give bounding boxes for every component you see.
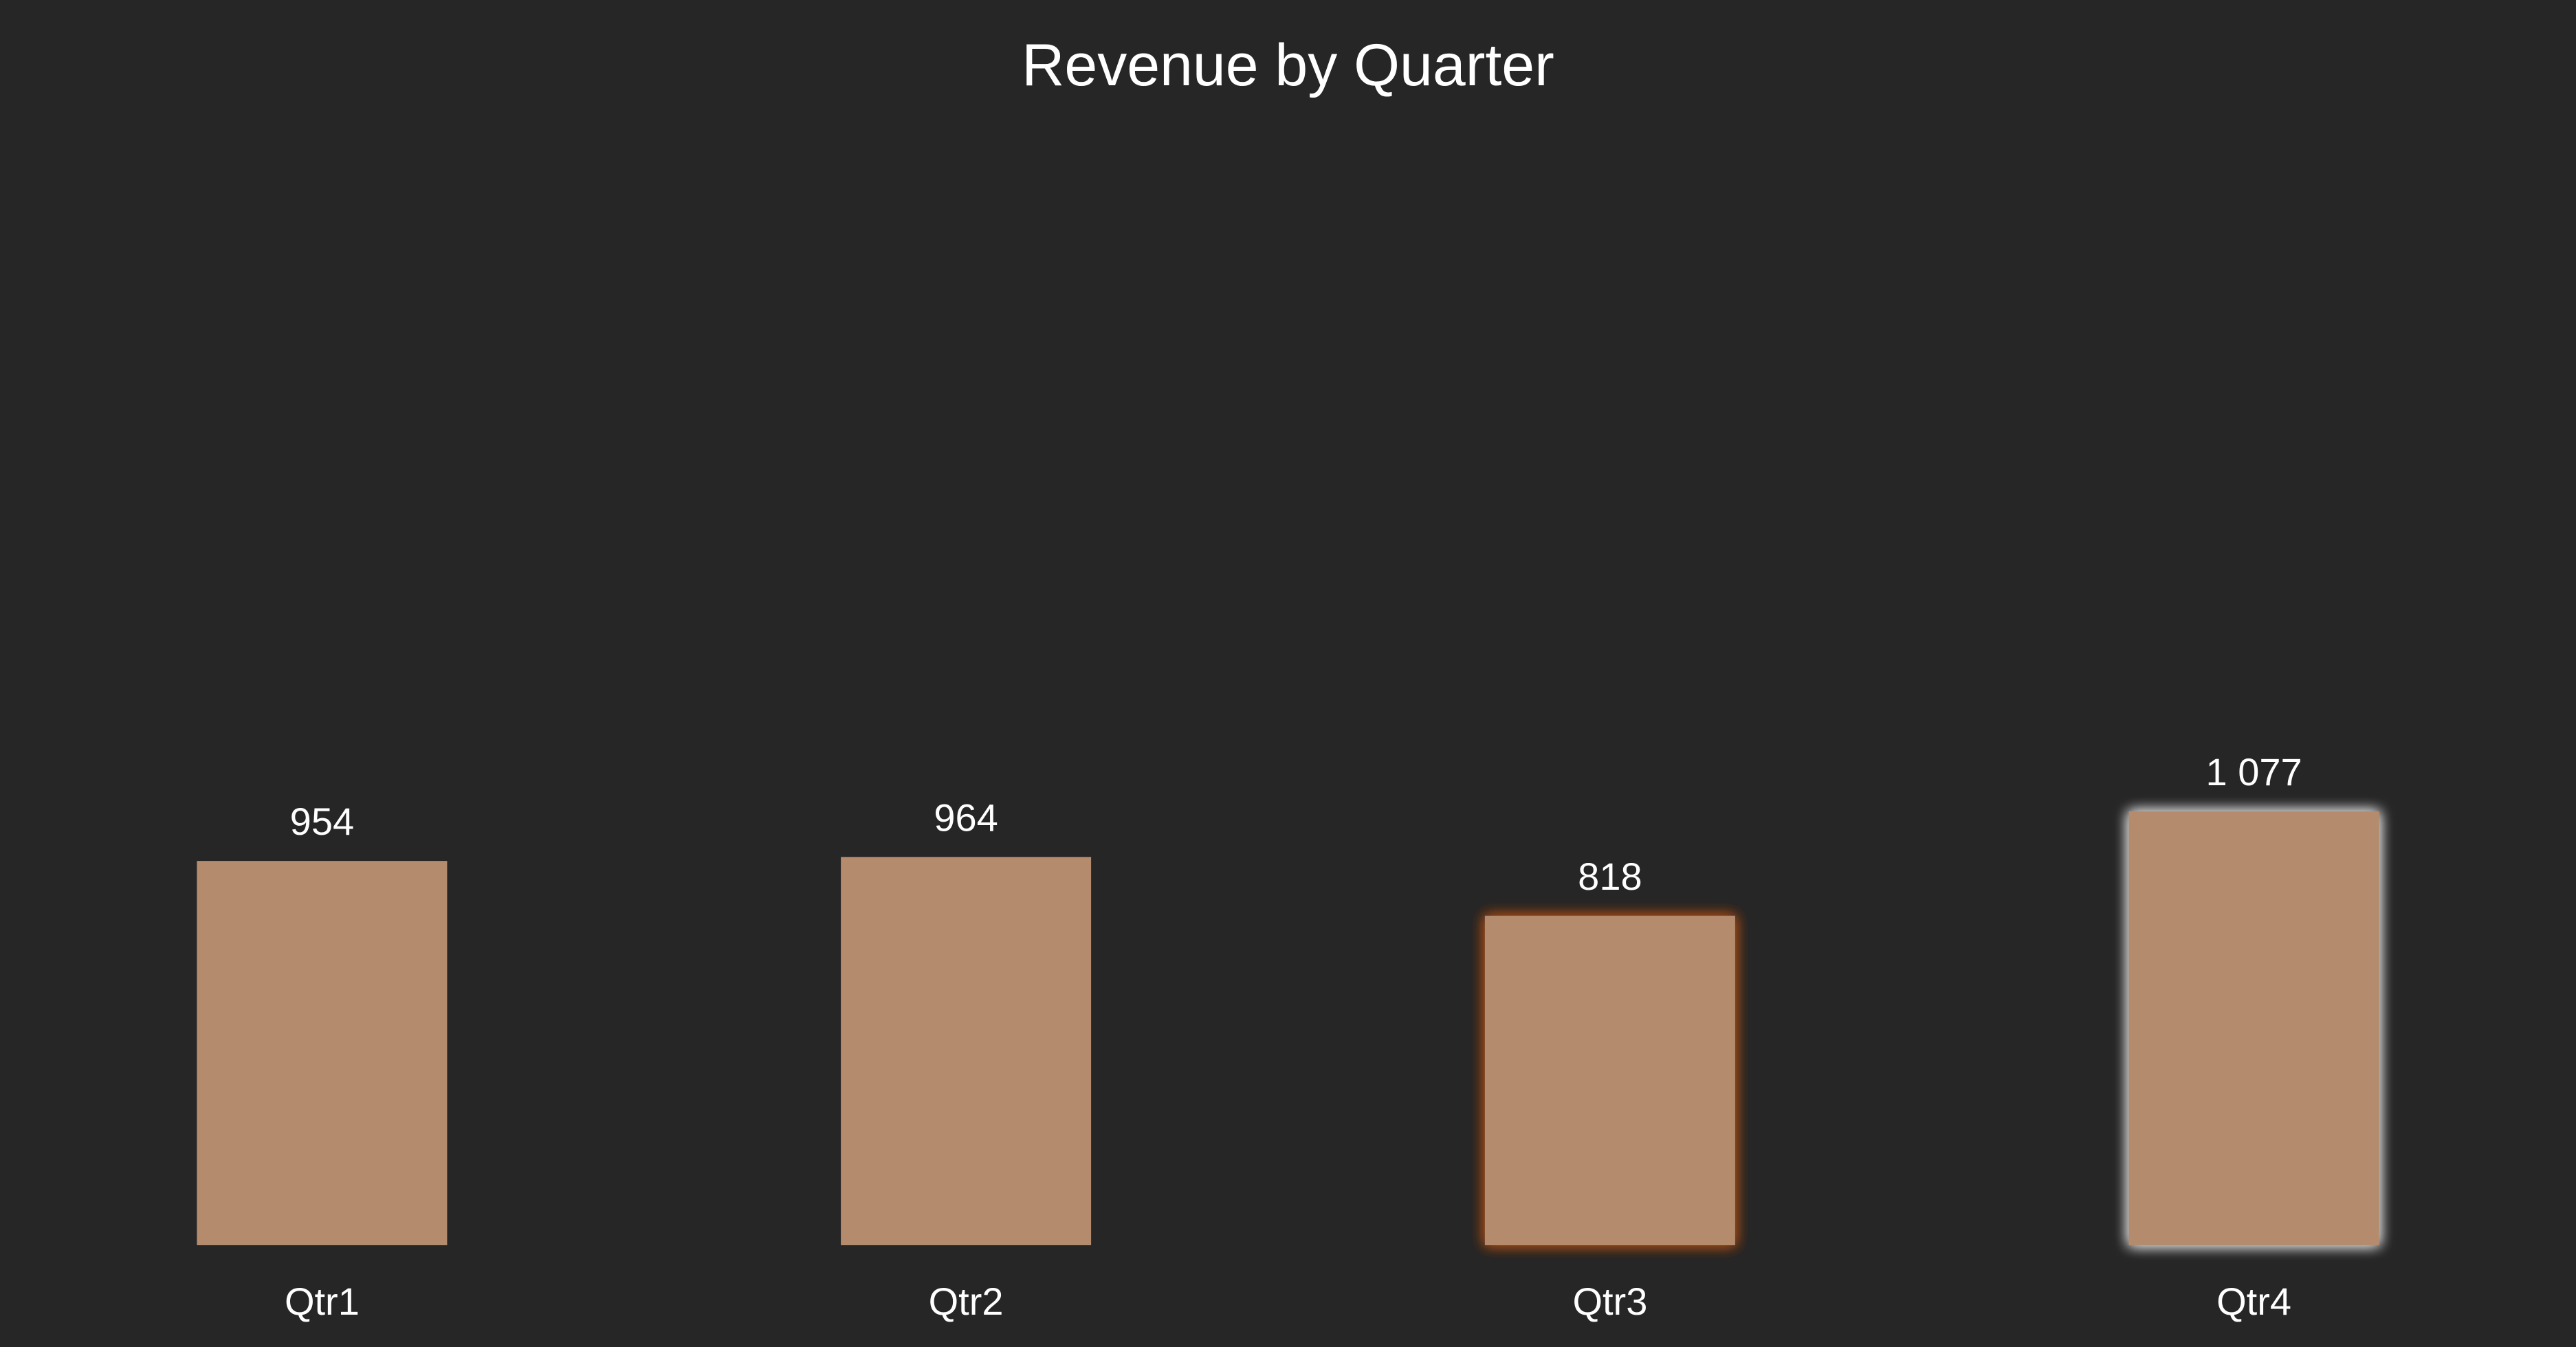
bars-group: [197, 811, 2379, 1245]
x-axis-tick-labels: Qtr1 Qtr2 Qtr3 Qtr4: [285, 1280, 2291, 1323]
data-label-qtr3: 818: [1578, 855, 1642, 898]
x-tick-label-qtr2: Qtr2: [929, 1280, 1004, 1323]
x-tick-label-qtr1: Qtr1: [285, 1280, 360, 1323]
bar-qtr3: [1484, 915, 1735, 1245]
x-tick-label-qtr3: Qtr3: [1572, 1280, 1647, 1323]
data-label-qtr1: 954: [290, 800, 354, 843]
data-label-qtr4: 1 077: [2206, 750, 2302, 793]
x-tick-label-qtr4: Qtr4: [2216, 1280, 2291, 1323]
bar-qtr2: [841, 857, 1092, 1245]
bar-qtr4: [2128, 811, 2379, 1245]
bar-qtr1: [197, 861, 448, 1245]
data-label-qtr2: 964: [934, 796, 998, 839]
value-labels-group: 954 964 818 1 077: [290, 750, 2302, 898]
chart-title: Revenue by Quarter: [1022, 32, 1554, 98]
